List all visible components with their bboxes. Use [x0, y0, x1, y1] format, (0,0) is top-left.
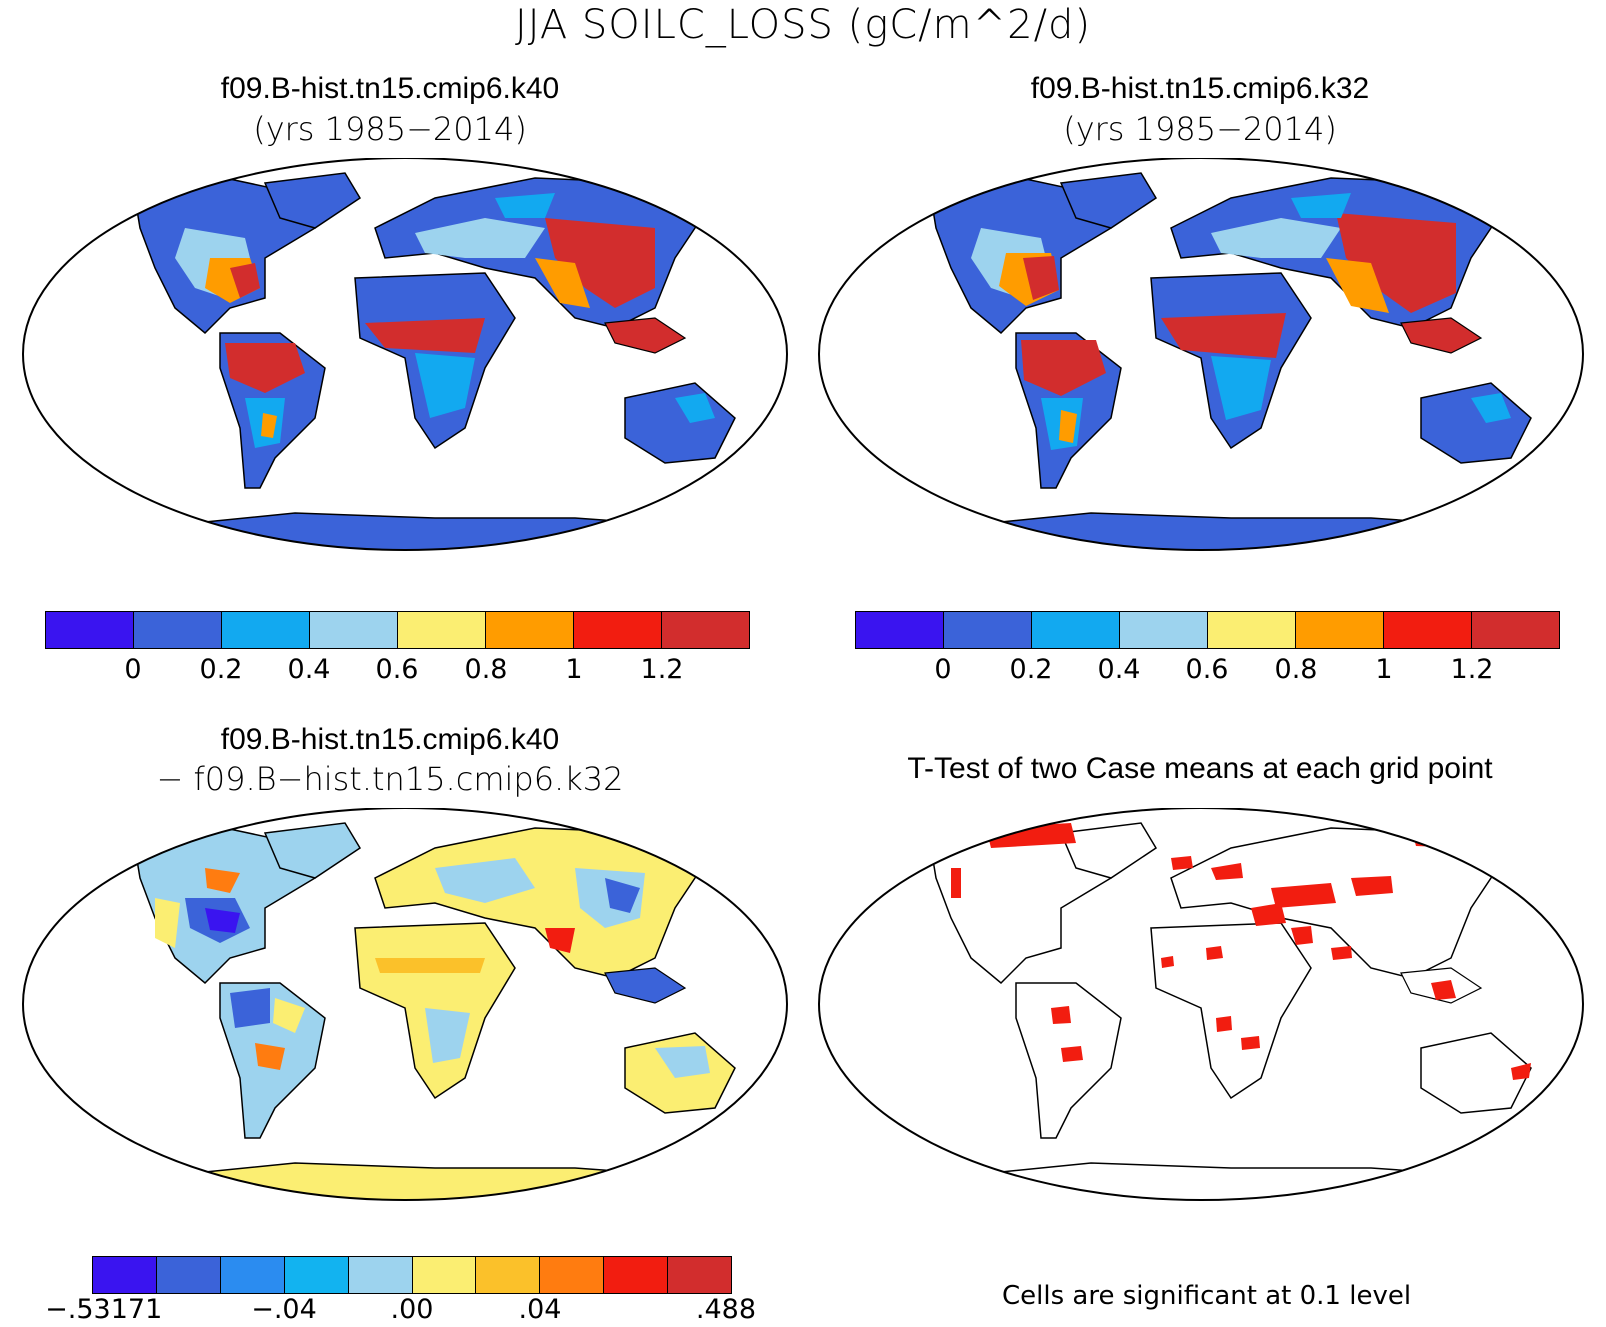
map-difference — [22, 808, 788, 1201]
colorbar-swatch — [540, 1257, 605, 1293]
antarctica-land — [144, 512, 716, 550]
colorbar-swatch — [156, 1257, 221, 1293]
colorbar-swatch — [310, 612, 398, 648]
colorbar-tick: 0 — [124, 654, 142, 685]
colorbar-tick: 0.6 — [375, 654, 419, 685]
colorbar-tick: 0.6 — [1185, 654, 1229, 685]
colorbar-swatch — [486, 612, 574, 648]
australia-land — [1420, 1032, 1532, 1114]
colorbar-tick: 0.2 — [1009, 654, 1053, 685]
greenland-land — [1059, 822, 1158, 879]
colorbar-tick: 0.8 — [464, 654, 508, 685]
figure-title: JJA SOILC_LOSS (gC/m^2/d) — [514, 2, 1092, 48]
colorbar-swatch — [668, 1257, 732, 1293]
greenland-land — [263, 822, 362, 879]
colorbar-tick: .00 — [390, 1294, 434, 1325]
colorbar-swatch — [1296, 612, 1384, 648]
colorbar-swatch — [134, 612, 222, 648]
map-k40 — [22, 158, 788, 551]
diff-title-b: − f09.B−hist.tn15.cmip6.k32 — [156, 760, 624, 798]
map-ttest — [818, 808, 1584, 1201]
colorbar-swatch — [220, 1257, 285, 1293]
africa-land — [1150, 922, 1312, 1100]
antarctica-land — [144, 1162, 716, 1200]
panel-title-k32: f09.B-hist.tn15.cmip6.k32 — [1030, 72, 1370, 105]
diff-title-a: f09.B-hist.tn15.cmip6.k40 — [220, 723, 560, 756]
map-k32 — [818, 158, 1584, 551]
colorbar-tick: 0.4 — [1097, 654, 1141, 685]
colorbar-diff — [92, 1256, 732, 1294]
colorbar-tick: 0.2 — [199, 654, 243, 685]
colorbar-swatch — [348, 1257, 413, 1293]
colorbar-swatch — [398, 612, 486, 648]
colorbar-swatch — [412, 1257, 477, 1293]
colorbar-tick: 0.8 — [1274, 654, 1318, 685]
colorbar-swatch — [476, 1257, 541, 1293]
antarctica-land — [940, 1162, 1512, 1200]
panel-years-k40: (yrs 1985−2014) — [253, 110, 527, 148]
colorbar-swatch — [222, 612, 310, 648]
colorbar-swatch — [46, 612, 134, 648]
ttest-title: T-Test of two Case means at each grid po… — [907, 752, 1493, 785]
colorbar-swatch — [944, 612, 1032, 648]
colorbar-swatch — [662, 612, 749, 648]
colorbar-tick: −.53171 — [45, 1294, 163, 1325]
colorbar-tick: .04 — [518, 1294, 562, 1325]
colorbar-tick: 1.2 — [640, 654, 684, 685]
colorbar-swatch — [1208, 612, 1296, 648]
colorbar-swatch — [1120, 612, 1208, 648]
panel-years-k32: (yrs 1985−2014) — [1063, 110, 1337, 148]
colorbar-swatch — [604, 1257, 669, 1293]
colorbar-swatch — [1384, 612, 1472, 648]
colorbar-tick: 0 — [934, 654, 952, 685]
colorbar-swatch — [574, 612, 662, 648]
significance-footnote: Cells are significant at 0.1 level — [1002, 1281, 1412, 1311]
greenland-land — [263, 172, 362, 229]
antarctica-land — [940, 512, 1512, 550]
colorbar-tick: 1 — [1375, 654, 1393, 685]
colorbar-swatch — [1472, 612, 1559, 648]
colorbar-swatch — [1032, 612, 1120, 648]
colorbar-tick: −.04 — [251, 1294, 317, 1325]
colorbar-swatch — [93, 1257, 157, 1293]
colorbar-abs-right — [855, 611, 1560, 649]
colorbar-swatch — [284, 1257, 349, 1293]
colorbar-swatch — [856, 612, 944, 648]
colorbar-tick: 1.2 — [1450, 654, 1494, 685]
colorbar-tick: .488 — [695, 1294, 757, 1325]
colorbar-abs-left — [45, 611, 750, 649]
colorbar-tick: 0.4 — [287, 654, 331, 685]
greenland-land — [1059, 172, 1158, 229]
panel-title-k40: f09.B-hist.tn15.cmip6.k40 — [220, 72, 560, 105]
colorbar-tick: 1 — [565, 654, 583, 685]
